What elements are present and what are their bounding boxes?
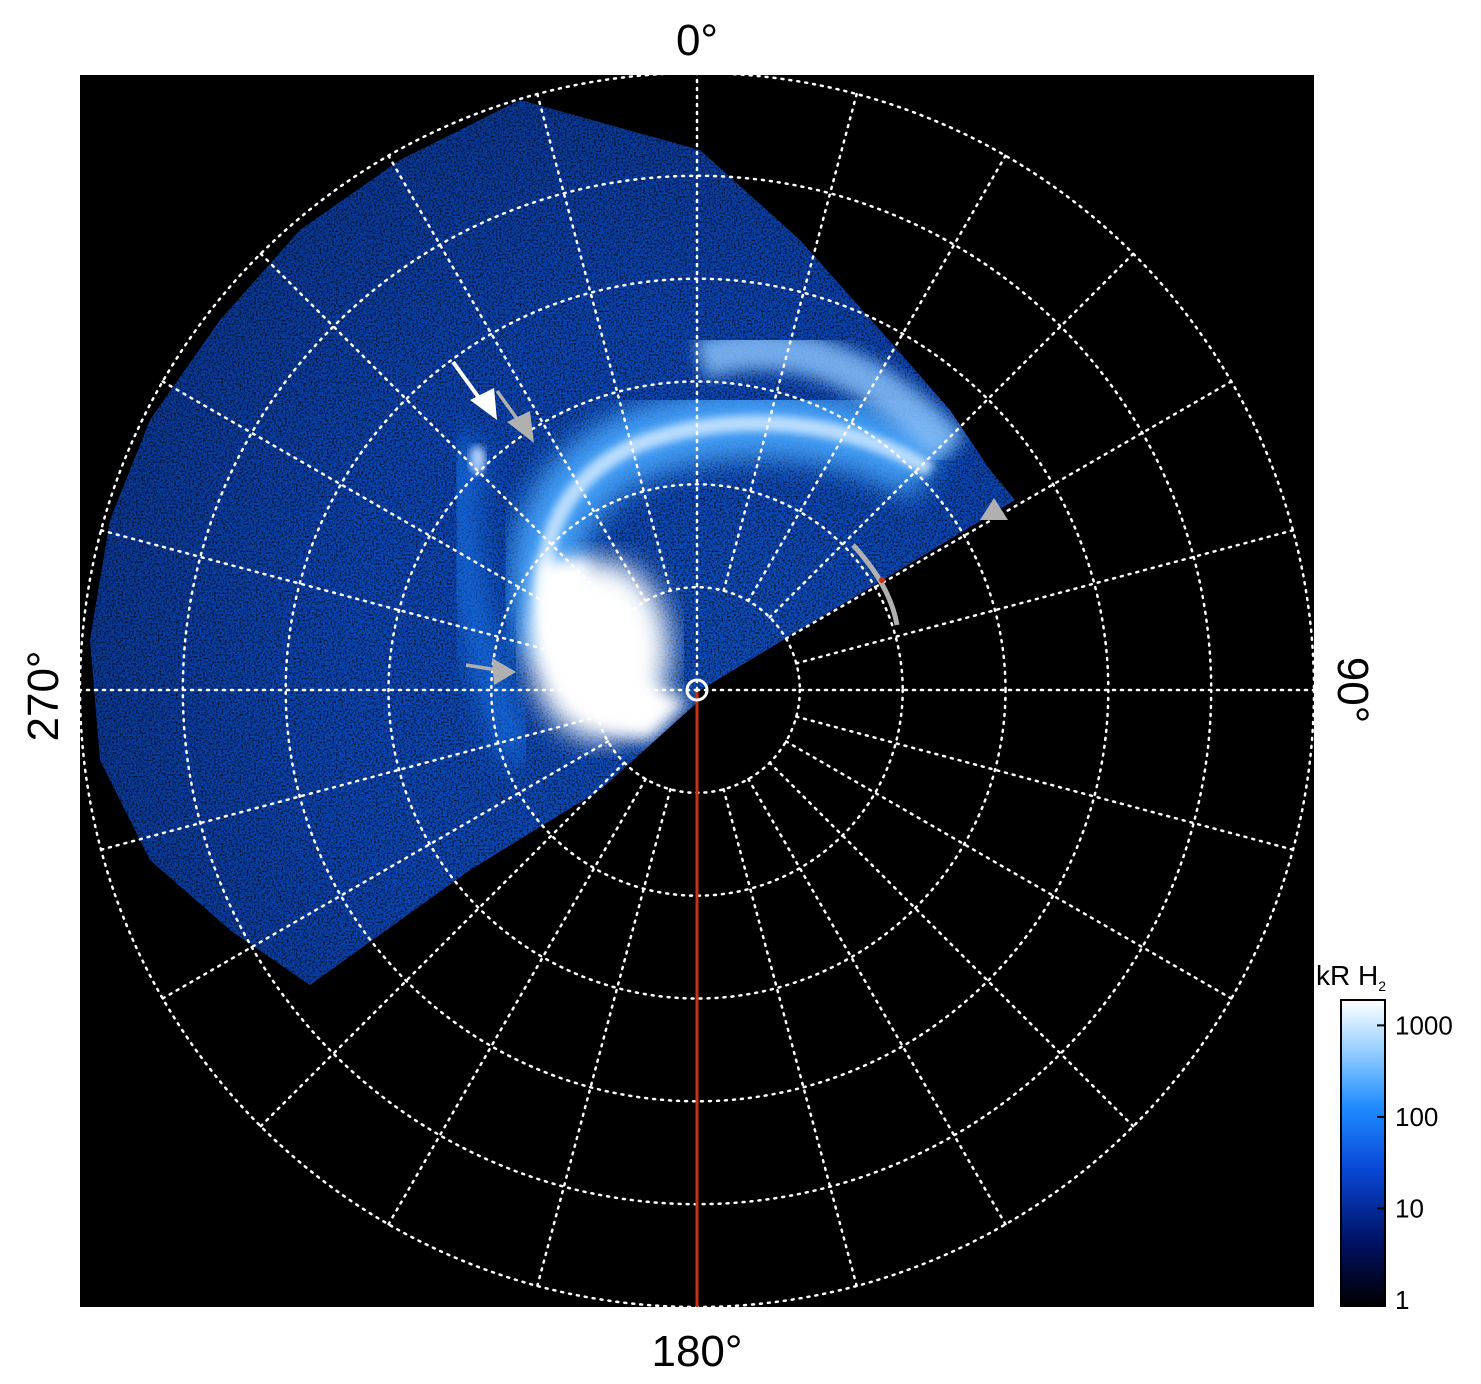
annotation-arrow-gray-upper — [495, 389, 534, 443]
colorbar-gradient — [1340, 999, 1386, 1307]
colorbar-tick-label: 10 — [1395, 1193, 1424, 1223]
polar-grid — [80, 75, 1314, 1307]
grid-spoke — [722, 788, 858, 1288]
bright-emission-core — [530, 560, 670, 740]
grid-spoke — [747, 777, 1007, 1226]
azimuth-label-right: 90° — [1328, 657, 1377, 724]
grid-spoke — [795, 529, 1295, 665]
azimuth-label-top: 0° — [676, 16, 718, 65]
grid-spoke — [99, 529, 599, 665]
azimuth-label-bottom: 180° — [651, 1327, 742, 1376]
grid-spoke — [747, 154, 1007, 603]
grid-spoke — [784, 740, 1233, 1000]
grid-spoke — [722, 92, 858, 592]
colorbar: kR H2 1 10 100 1000 — [1316, 960, 1453, 1315]
annotation-arrowhead-gray-right — [980, 498, 1008, 520]
grid-spoke — [536, 788, 672, 1288]
colorbar-ticks: 1 10 100 1000 — [1377, 1010, 1453, 1315]
annotation-arc-point — [879, 577, 885, 583]
annotation-arrow-white — [451, 360, 497, 420]
azimuth-label-left: 270° — [19, 650, 68, 741]
grid-spoke — [387, 777, 647, 1226]
colorbar-tick-label: 1000 — [1395, 1010, 1453, 1040]
annotation-arrow-gray-left — [465, 658, 516, 685]
grid-spoke — [259, 252, 626, 619]
grid-spoke — [784, 380, 1233, 640]
grid-spoke — [536, 92, 672, 592]
grid-spoke — [387, 154, 647, 603]
grid-ring — [284, 277, 1110, 1103]
colorbar-tick-label: 1 — [1395, 1285, 1409, 1315]
grid-spoke — [99, 715, 599, 851]
annotation-arc-gray — [851, 543, 900, 626]
grid-spoke — [768, 252, 1135, 619]
grid-spoke — [161, 380, 610, 640]
grid-spoke — [161, 740, 610, 1000]
colorbar-title: kR H2 — [1316, 960, 1386, 994]
grid-spoke — [795, 715, 1295, 851]
auroral-arc-outer — [693, 330, 966, 464]
colorbar-tick-label: 100 — [1395, 1102, 1438, 1132]
grid-ring — [387, 380, 1007, 1000]
grid-spoke — [768, 761, 1135, 1128]
grid-spoke — [259, 761, 626, 1128]
pole-circle — [685, 678, 709, 702]
diffuse-emission-band — [447, 436, 534, 766]
